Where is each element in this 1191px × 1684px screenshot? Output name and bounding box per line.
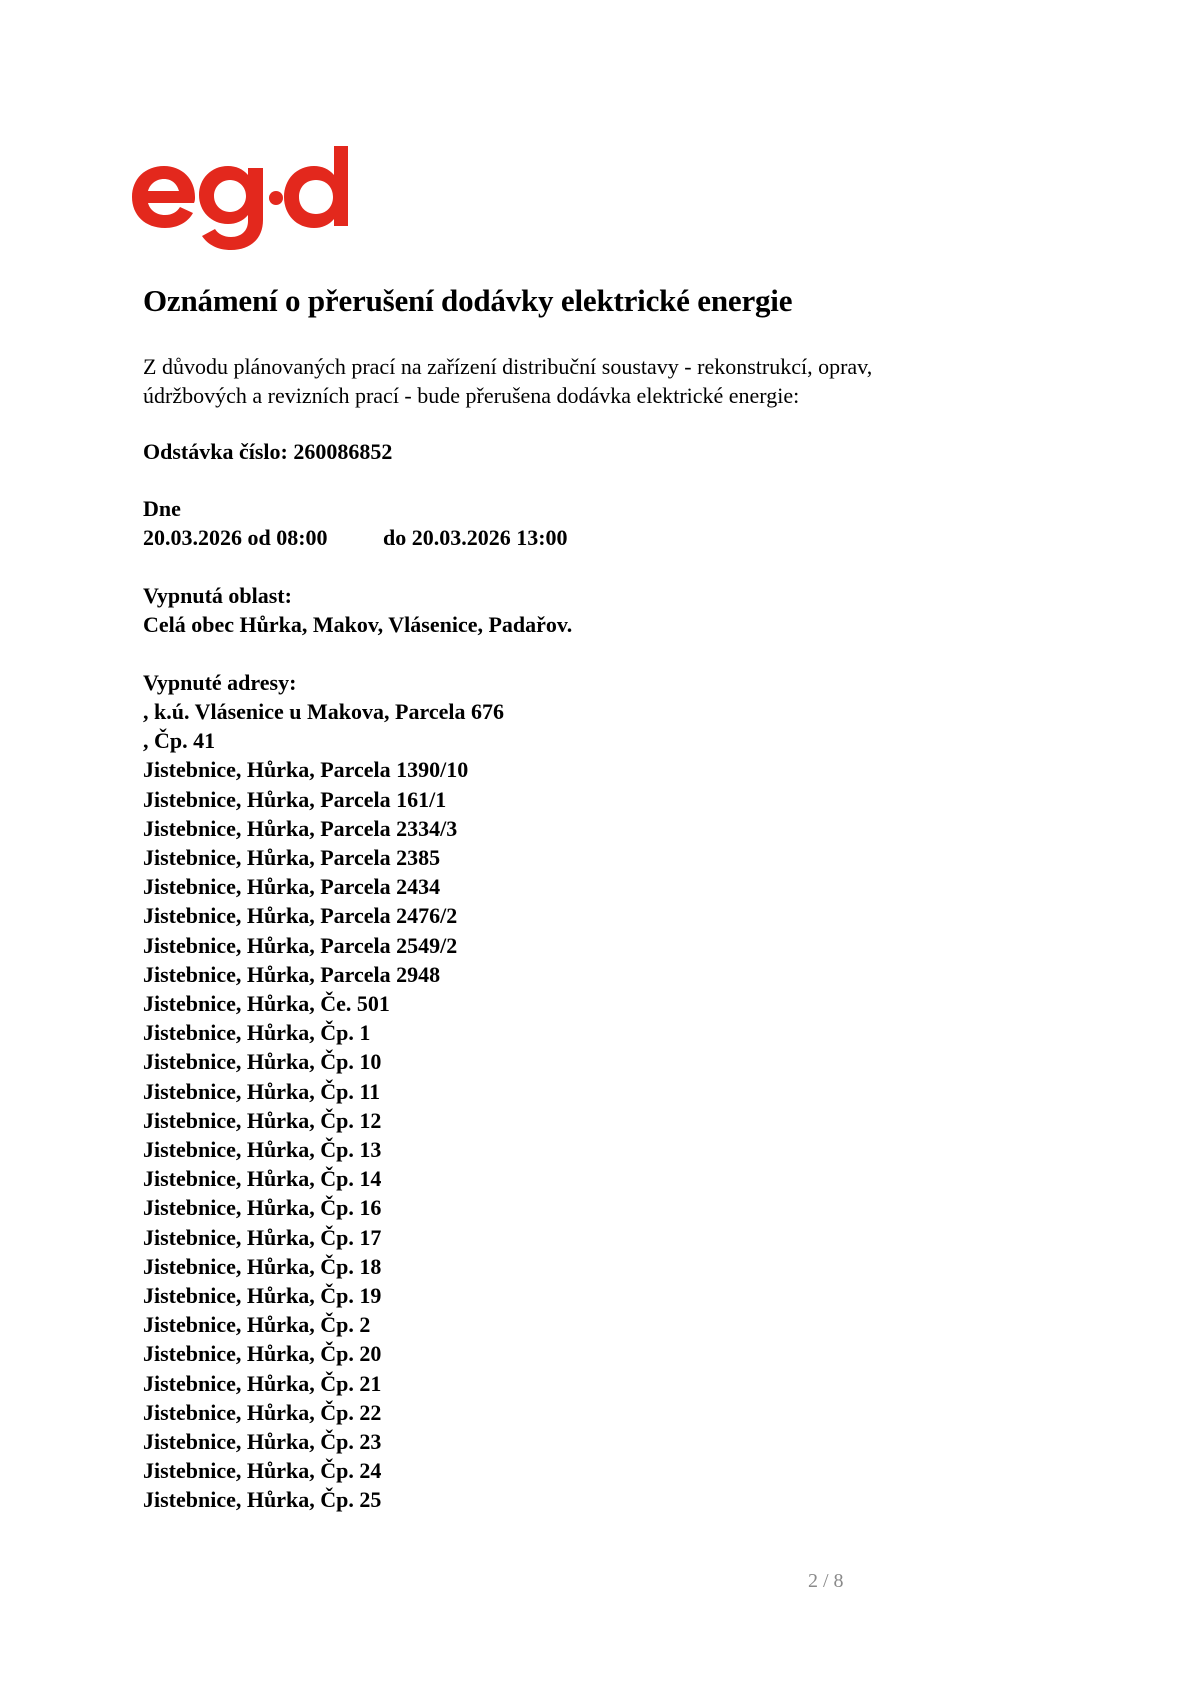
- address-item: Jistebnice, Hůrka, Čp. 13: [143, 1137, 382, 1163]
- address-list: , k.ú. Vlásenice u Makova, Parcela 676 , …: [143, 697, 504, 1515]
- address-item: Jistebnice, Hůrka, Parcela 2334/3: [143, 815, 458, 841]
- address-item: Jistebnice, Hůrka, Čp. 23: [143, 1429, 382, 1455]
- address-item: Jistebnice, Hůrka, Čp. 20: [143, 1341, 382, 1367]
- address-item: Jistebnice, Hůrka, Čp. 16: [143, 1195, 382, 1221]
- address-item: Jistebnice, Hůrka, Čp. 11: [143, 1078, 381, 1104]
- intro-paragraph: Z důvodu plánovaných prací na zařízení d…: [143, 352, 872, 410]
- address-item: Jistebnice, Hůrka, Čp. 2: [143, 1312, 371, 1338]
- address-item: Jistebnice, Hůrka, Čp. 21: [143, 1370, 382, 1396]
- date-from: 20.03.2026 od 08:00: [143, 525, 328, 550]
- address-item: Jistebnice, Hůrka, Čp. 18: [143, 1253, 382, 1279]
- address-item: Jistebnice, Hůrka, Čp. 22: [143, 1399, 382, 1425]
- addresses-label: Vypnuté adresy:: [143, 670, 297, 695]
- date-label: Dne: [143, 496, 181, 521]
- outage-number: Odstávka číslo: 260086852: [143, 439, 393, 464]
- address-item: Jistebnice, Hůrka, Čp. 17: [143, 1224, 382, 1250]
- date-to: do 20.03.2026 13:00: [383, 525, 568, 550]
- area-value: Celá obec Hůrka, Makov, Vlásenice, Padař…: [143, 612, 573, 637]
- address-item: Jistebnice, Hůrka, Čp. 19: [143, 1283, 382, 1309]
- address-item: Jistebnice, Hůrka, Čp. 1: [143, 1020, 371, 1046]
- address-item: Jistebnice, Hůrka, Parcela 1390/10: [143, 757, 469, 783]
- address-item: Jistebnice, Hůrka, Parcela 2434: [143, 874, 441, 900]
- address-item: Jistebnice, Hůrka, Čp. 25: [143, 1487, 382, 1513]
- address-item: Jistebnice, Hůrka, Čp. 24: [143, 1458, 382, 1484]
- address-item: , Čp. 41: [143, 728, 216, 754]
- address-item: Jistebnice, Hůrka, Čp. 14: [143, 1166, 382, 1192]
- page-title: Oznámení o přerušení dodávky elektrické …: [143, 283, 793, 318]
- address-item: Jistebnice, Hůrka, Parcela 2948: [143, 961, 441, 987]
- address-item: , k.ú. Vlásenice u Makova, Parcela 676: [143, 699, 504, 724]
- intro-line: Z důvodu plánovaných prací na zařízení d…: [143, 354, 873, 379]
- address-item: Jistebnice, Hůrka, Če. 501: [143, 991, 390, 1017]
- date-range: 20.03.2026 od 08:00 do 20.03.2026 13:00: [143, 523, 743, 552]
- page-number: 2 / 8: [808, 1570, 844, 1592]
- address-item: Jistebnice, Hůrka, Parcela 2385: [143, 845, 441, 871]
- address-item: Jistebnice, Hůrka, Parcela 161/1: [143, 786, 447, 812]
- address-item: Jistebnice, Hůrka, Čp. 12: [143, 1107, 382, 1133]
- address-item: Jistebnice, Hůrka, Parcela 2549/2: [143, 932, 458, 958]
- intro-line: údržbových a revizních prací - bude přer…: [143, 383, 800, 408]
- address-item: Jistebnice, Hůrka, Parcela 2476/2: [143, 903, 458, 929]
- egd-logo: [132, 146, 348, 250]
- area-label: Vypnutá oblast:: [143, 583, 292, 608]
- address-item: Jistebnice, Hůrka, Čp. 10: [143, 1049, 382, 1075]
